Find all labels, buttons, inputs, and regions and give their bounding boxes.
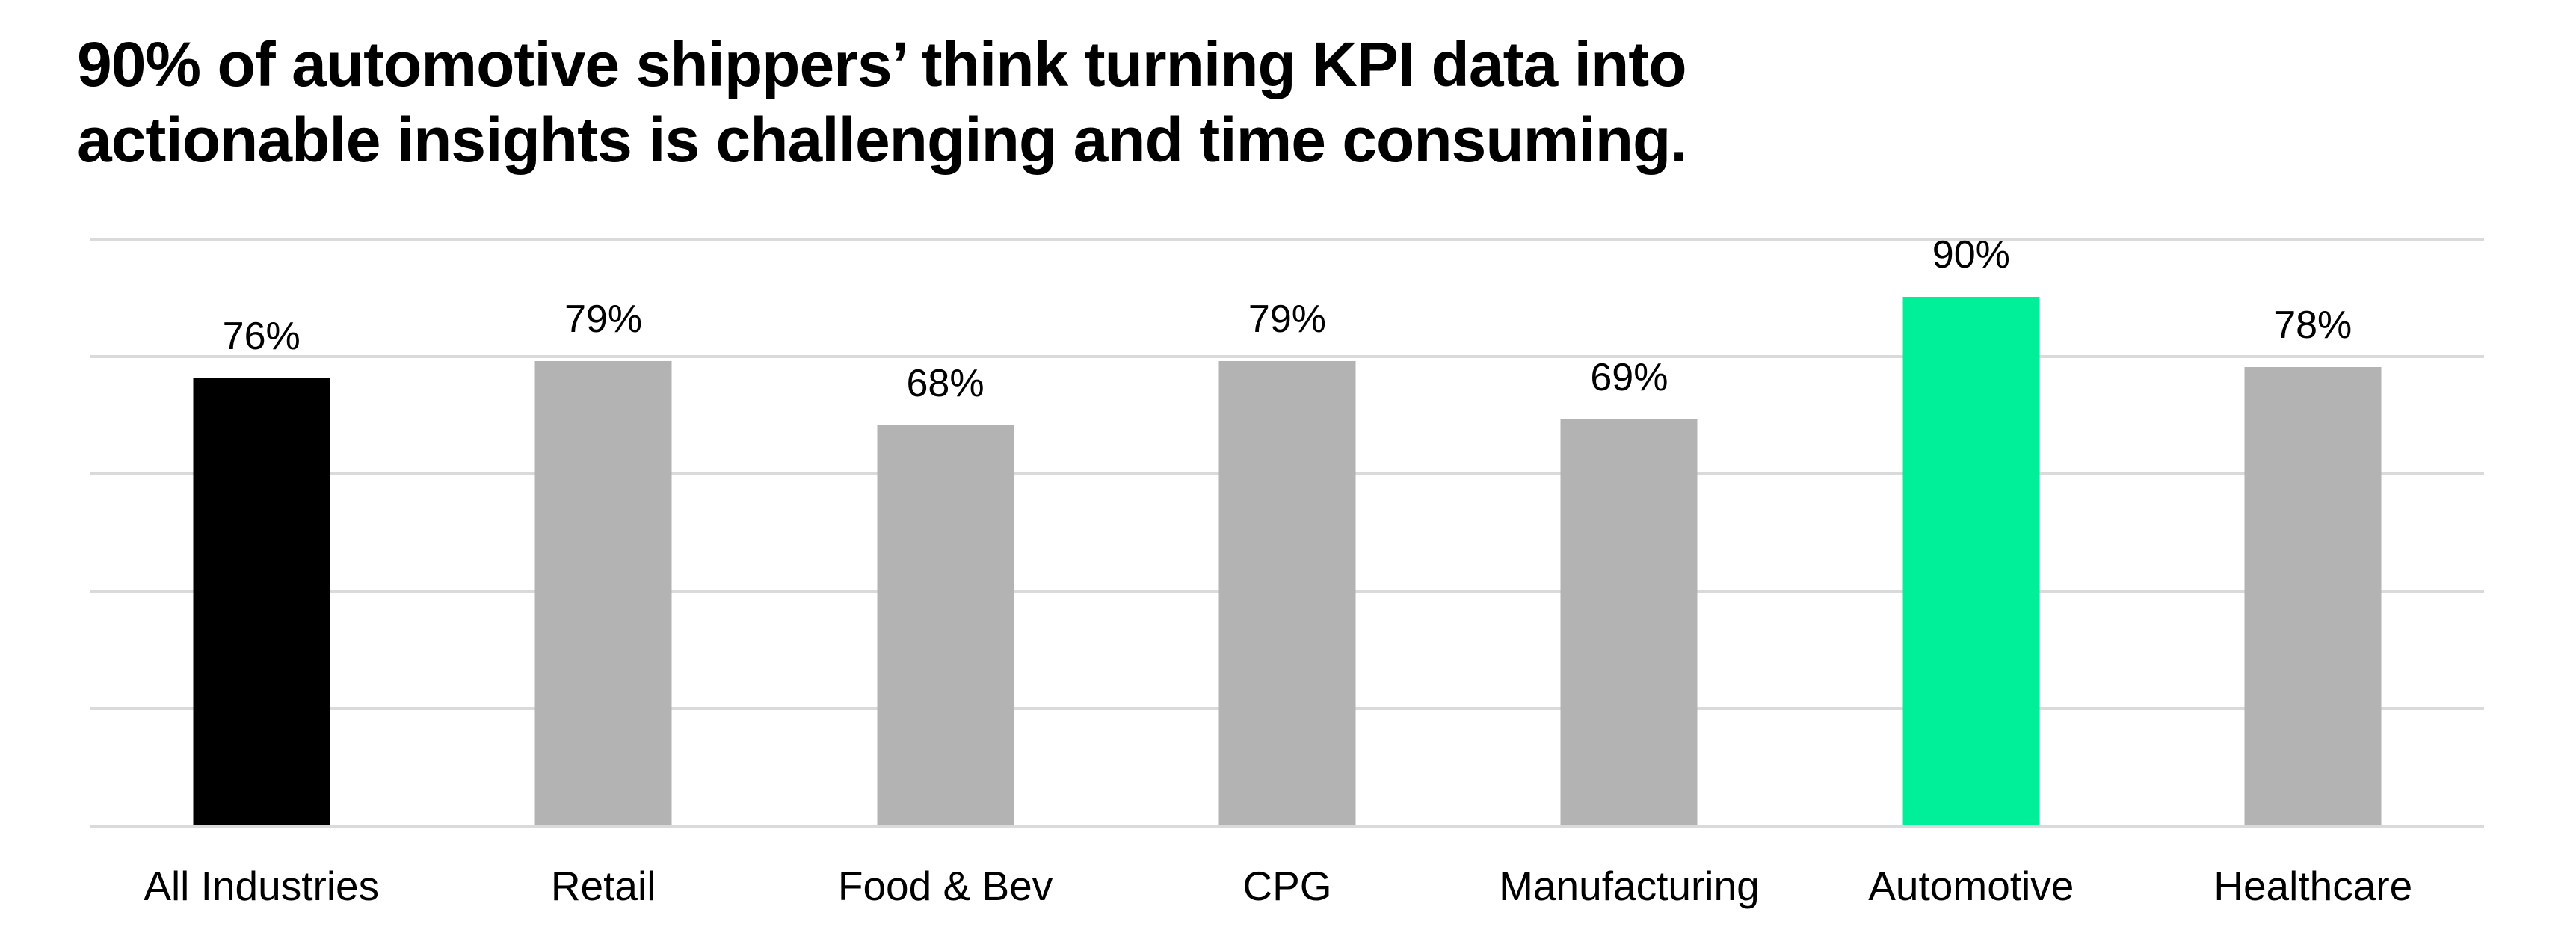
bar-value-label-healthcare: 78% [2274, 303, 2352, 347]
bar-value-label-retail: 79% [564, 297, 643, 341]
bar-all-industries [193, 378, 330, 825]
bar-column-all-industries: 76% [90, 238, 432, 828]
bar-column-retail: 79% [432, 238, 774, 828]
x-axis-label-cpg: CPG [1242, 863, 1332, 909]
bar-healthcare [2244, 366, 2382, 825]
bar-column-healthcare: 78% [2142, 238, 2484, 828]
bar-food-bev [877, 425, 1014, 825]
gridline-80 [90, 355, 2484, 358]
x-axis-labels: All Industries Retail Food & Bev CPG Manufac… [90, 864, 2484, 908]
bar-cpg [1218, 360, 1356, 825]
chart-title-line2: actionable insights is challenging and t… [77, 105, 1688, 175]
x-axis-label-all-industries: All Industries [144, 863, 380, 909]
bar-value-label-cpg: 79% [1248, 297, 1327, 341]
x-axis-label-healthcare: Healthcare [2213, 863, 2413, 909]
bar-automotive [1902, 296, 2040, 825]
bar-column-cpg: 79% [1116, 238, 1458, 828]
bar-value-label-manufacturing: 69% [1590, 356, 1668, 400]
bar-columns: 76% 79% 68% 79% 69% 90% 78% [90, 233, 2484, 828]
bar-value-label-food-bev: 68% [906, 362, 985, 406]
plot-area: 76% 79% 68% 79% 69% 90% 78% [90, 233, 2484, 828]
gridline-0 [90, 825, 2484, 828]
bar-manufacturing [1560, 419, 1698, 825]
x-axis-label-food-bev: Food & Bev [837, 863, 1053, 909]
bar-column-food-bev: 68% [774, 238, 1116, 828]
gridline-100 [90, 238, 2484, 241]
bar-value-label-all-industries: 76% [222, 315, 301, 359]
bar-value-label-automotive: 90% [1932, 233, 2010, 277]
bar-column-automotive: 90% [1800, 233, 2142, 828]
bar-column-manufacturing: 69% [1458, 238, 1800, 828]
chart-title-line1: 90% of automotive shippers’ think turnin… [77, 29, 1687, 99]
x-axis-label-manufacturing: Manufacturing [1499, 863, 1760, 909]
x-axis-label-retail: Retail [550, 863, 656, 909]
x-axis-label-automotive: Automotive [1868, 863, 2074, 909]
chart-title: 90% of automotive shippers’ think turnin… [77, 27, 1688, 178]
bar-retail [534, 360, 672, 825]
